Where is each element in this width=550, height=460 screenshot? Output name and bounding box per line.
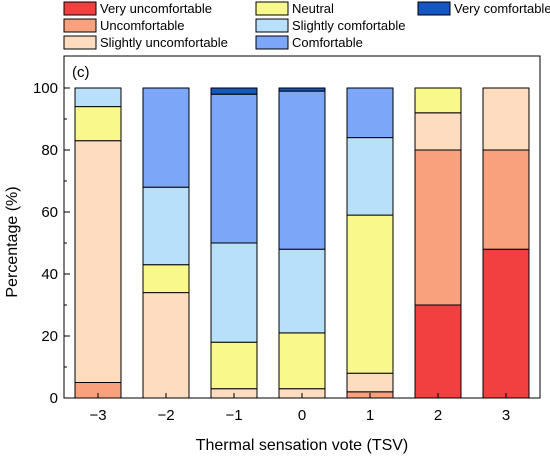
legend-label: Very uncomfortable [100,1,212,16]
bar-segment [346,214,394,374]
x-tick-label: −2 [157,407,174,424]
bar-segment [142,186,190,266]
bar-segment [74,87,122,108]
legend-swatch [255,35,289,50]
panel-label: (c) [72,64,90,81]
legend-label: Comfortable [292,35,363,50]
legend-swatch [255,1,289,16]
bar-segment [142,292,190,399]
bar-segment [346,87,394,139]
y-axis-title: Percentage (%) [4,186,21,297]
x-tick-label: 0 [298,407,306,424]
legend-label: Uncomfortable [100,18,185,33]
y-tick-label: 0 [50,390,58,407]
bar-segment [346,372,394,393]
x-tick-label: 1 [366,407,374,424]
y-tick-label: 40 [41,266,58,283]
bar-segment [210,341,258,390]
bar-segment [414,304,462,399]
bar-segment [278,90,326,250]
bar-segment [278,87,326,92]
bar-segment [414,112,462,151]
bar-segment [74,140,122,383]
y-tick-label: 60 [41,204,58,221]
x-tick-label: −3 [89,407,106,424]
y-tick-label: 80 [41,142,58,159]
y-axis: 0 20 40 60 80 100 [33,80,70,407]
legend-label: Slightly comfortable [292,18,405,33]
bar-segment [414,149,462,306]
x-tick-label: 2 [434,407,442,424]
legend: Very uncomfortable Uncomfortable Slightly … [63,1,550,50]
x-axis-title: Thermal sensation vote (TSV) [196,437,409,454]
x-tick-label: −1 [225,407,242,424]
y-tick-label: 100 [33,80,58,97]
bar-segment [278,248,326,334]
bars [74,87,530,399]
bar-segment [278,332,326,390]
legend-label: Slightly uncomfortable [100,35,228,50]
x-axis: −3 −2 −1 0 1 2 3 [89,393,510,424]
bar-segment [482,149,530,250]
y-tick-label: 20 [41,328,58,345]
legend-swatch [63,1,97,16]
bar-segment [346,137,394,216]
legend-label: Neutral [292,1,334,16]
bar-segment [414,87,462,114]
legend-swatch [255,18,289,33]
legend-swatch [63,18,97,33]
bar-segment [210,93,258,244]
bar-segment [482,248,530,399]
bar-segment [482,87,530,151]
legend-swatch [417,1,451,16]
legend-swatch [63,35,97,50]
bar-segment [142,87,190,188]
bar-segment [210,242,258,343]
legend-label: Very comfortable [454,1,550,16]
bar-segment [74,106,122,142]
bar-segment [210,87,258,95]
x-tick-label: 3 [502,407,510,424]
bar-segment [142,264,190,294]
